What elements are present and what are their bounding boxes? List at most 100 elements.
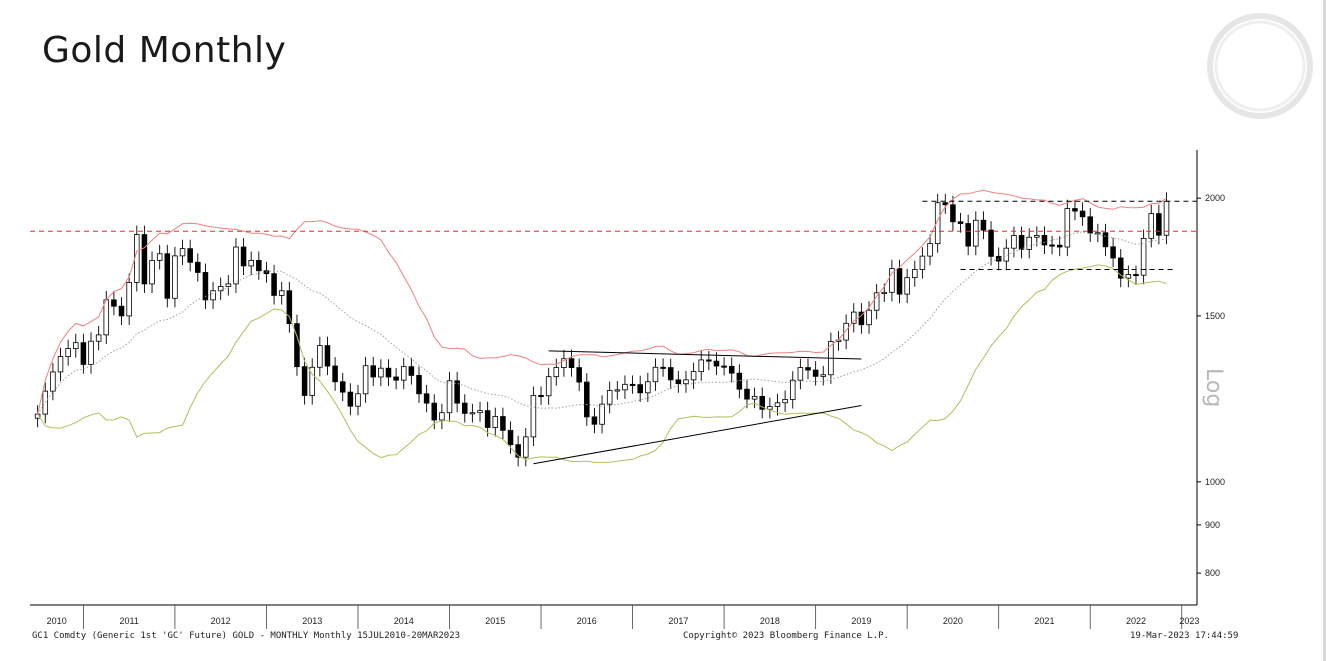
candle-body xyxy=(912,269,918,279)
candle-body xyxy=(1018,235,1025,250)
candle-body xyxy=(973,219,979,247)
candle-body xyxy=(294,323,300,368)
candle-body xyxy=(248,259,254,267)
candle-body xyxy=(1163,200,1170,236)
candle-body xyxy=(767,406,773,410)
y-tick-label-1500: 1500 xyxy=(1205,311,1225,321)
candle-body xyxy=(202,272,209,301)
candle-body xyxy=(400,366,407,381)
candle-body xyxy=(614,389,621,392)
candle-body xyxy=(507,429,514,446)
candle-body xyxy=(675,379,682,385)
page-title: Gold Monthly xyxy=(42,30,287,71)
candle-body xyxy=(1102,232,1109,248)
candle-body xyxy=(118,305,125,317)
candle-body xyxy=(88,340,94,365)
x-tick-label-2015: 2015 xyxy=(485,616,505,626)
candle-body xyxy=(42,390,49,415)
candle-body xyxy=(896,268,903,295)
candle-body xyxy=(812,369,819,377)
candle-body xyxy=(950,204,956,223)
candle-body xyxy=(172,255,178,299)
candle-body xyxy=(965,223,971,247)
candle-body xyxy=(57,356,64,373)
candle-body xyxy=(324,345,331,367)
candle-body xyxy=(889,268,895,293)
candle-body xyxy=(576,367,582,383)
candle-body xyxy=(484,410,491,428)
candle-body xyxy=(1140,237,1147,276)
candle-body xyxy=(65,348,71,357)
candle-body xyxy=(1003,247,1010,262)
candle-body xyxy=(149,259,155,285)
candle-body xyxy=(706,359,712,362)
candle-body xyxy=(477,410,483,414)
candle-body xyxy=(530,395,537,438)
candle-body xyxy=(309,366,315,396)
candle-body xyxy=(523,436,529,458)
candle-body xyxy=(385,367,392,378)
candle-body xyxy=(1056,244,1063,248)
candle-body xyxy=(988,229,994,257)
candle-body xyxy=(1049,244,1055,247)
candle-body xyxy=(606,390,613,405)
candle-body xyxy=(141,234,148,285)
candle-body xyxy=(645,381,651,394)
x-tick-label-2020: 2020 xyxy=(943,616,963,626)
candle-body xyxy=(164,253,171,299)
candle-body xyxy=(820,374,827,377)
candle-body xyxy=(789,379,796,400)
candle-body xyxy=(881,291,888,294)
candle-body xyxy=(1079,210,1086,218)
middle-band-line xyxy=(37,231,1167,415)
candle-body xyxy=(278,290,285,296)
candle-body xyxy=(782,399,788,404)
candle-body xyxy=(957,221,964,224)
candle-body xyxy=(599,403,605,425)
candle-body xyxy=(454,380,460,404)
candle-body xyxy=(156,253,163,261)
candle-body xyxy=(1125,274,1132,279)
candle-body xyxy=(591,416,598,425)
y-tick-label-800: 800 xyxy=(1205,568,1220,578)
candle-body xyxy=(317,345,323,368)
candle-body xyxy=(50,371,56,392)
x-tick-label-2014: 2014 xyxy=(394,616,414,626)
candle-body xyxy=(1110,246,1116,259)
candle-body xyxy=(225,283,232,287)
candle-body xyxy=(797,367,804,381)
candle-body xyxy=(286,290,293,325)
candle-body xyxy=(919,255,926,270)
candle-body xyxy=(179,248,186,257)
candle-body xyxy=(683,379,689,385)
candle-body xyxy=(980,219,987,231)
candle-body xyxy=(1156,213,1162,236)
candle-body xyxy=(751,396,758,400)
candle-body xyxy=(95,334,102,342)
candle-body xyxy=(73,342,79,349)
candle-body xyxy=(1133,274,1139,277)
x-tick-label-2018: 2018 xyxy=(760,616,780,626)
candle-body xyxy=(805,367,811,371)
candle-body xyxy=(80,342,87,365)
x-tick-label-2021: 2021 xyxy=(1034,616,1054,626)
x-tick-label-2017: 2017 xyxy=(668,616,688,626)
candle-body xyxy=(271,273,277,296)
candle-body xyxy=(1148,213,1154,239)
candle-body xyxy=(423,393,430,404)
trendline-3 xyxy=(548,350,862,360)
candle-body xyxy=(301,366,308,396)
candle-body xyxy=(698,359,704,373)
x-tick-label-2023: 2023 xyxy=(1179,616,1199,626)
candle-body xyxy=(111,299,117,307)
candle-body xyxy=(462,402,468,414)
candle-body xyxy=(393,376,399,381)
candle-body xyxy=(1117,257,1124,279)
candle-body xyxy=(873,292,880,311)
candle-body xyxy=(1095,232,1101,235)
candle-body xyxy=(187,248,193,263)
candle-body xyxy=(339,381,346,393)
candle-body xyxy=(256,259,262,272)
candle-body xyxy=(1064,208,1071,248)
candle-body xyxy=(446,380,453,414)
